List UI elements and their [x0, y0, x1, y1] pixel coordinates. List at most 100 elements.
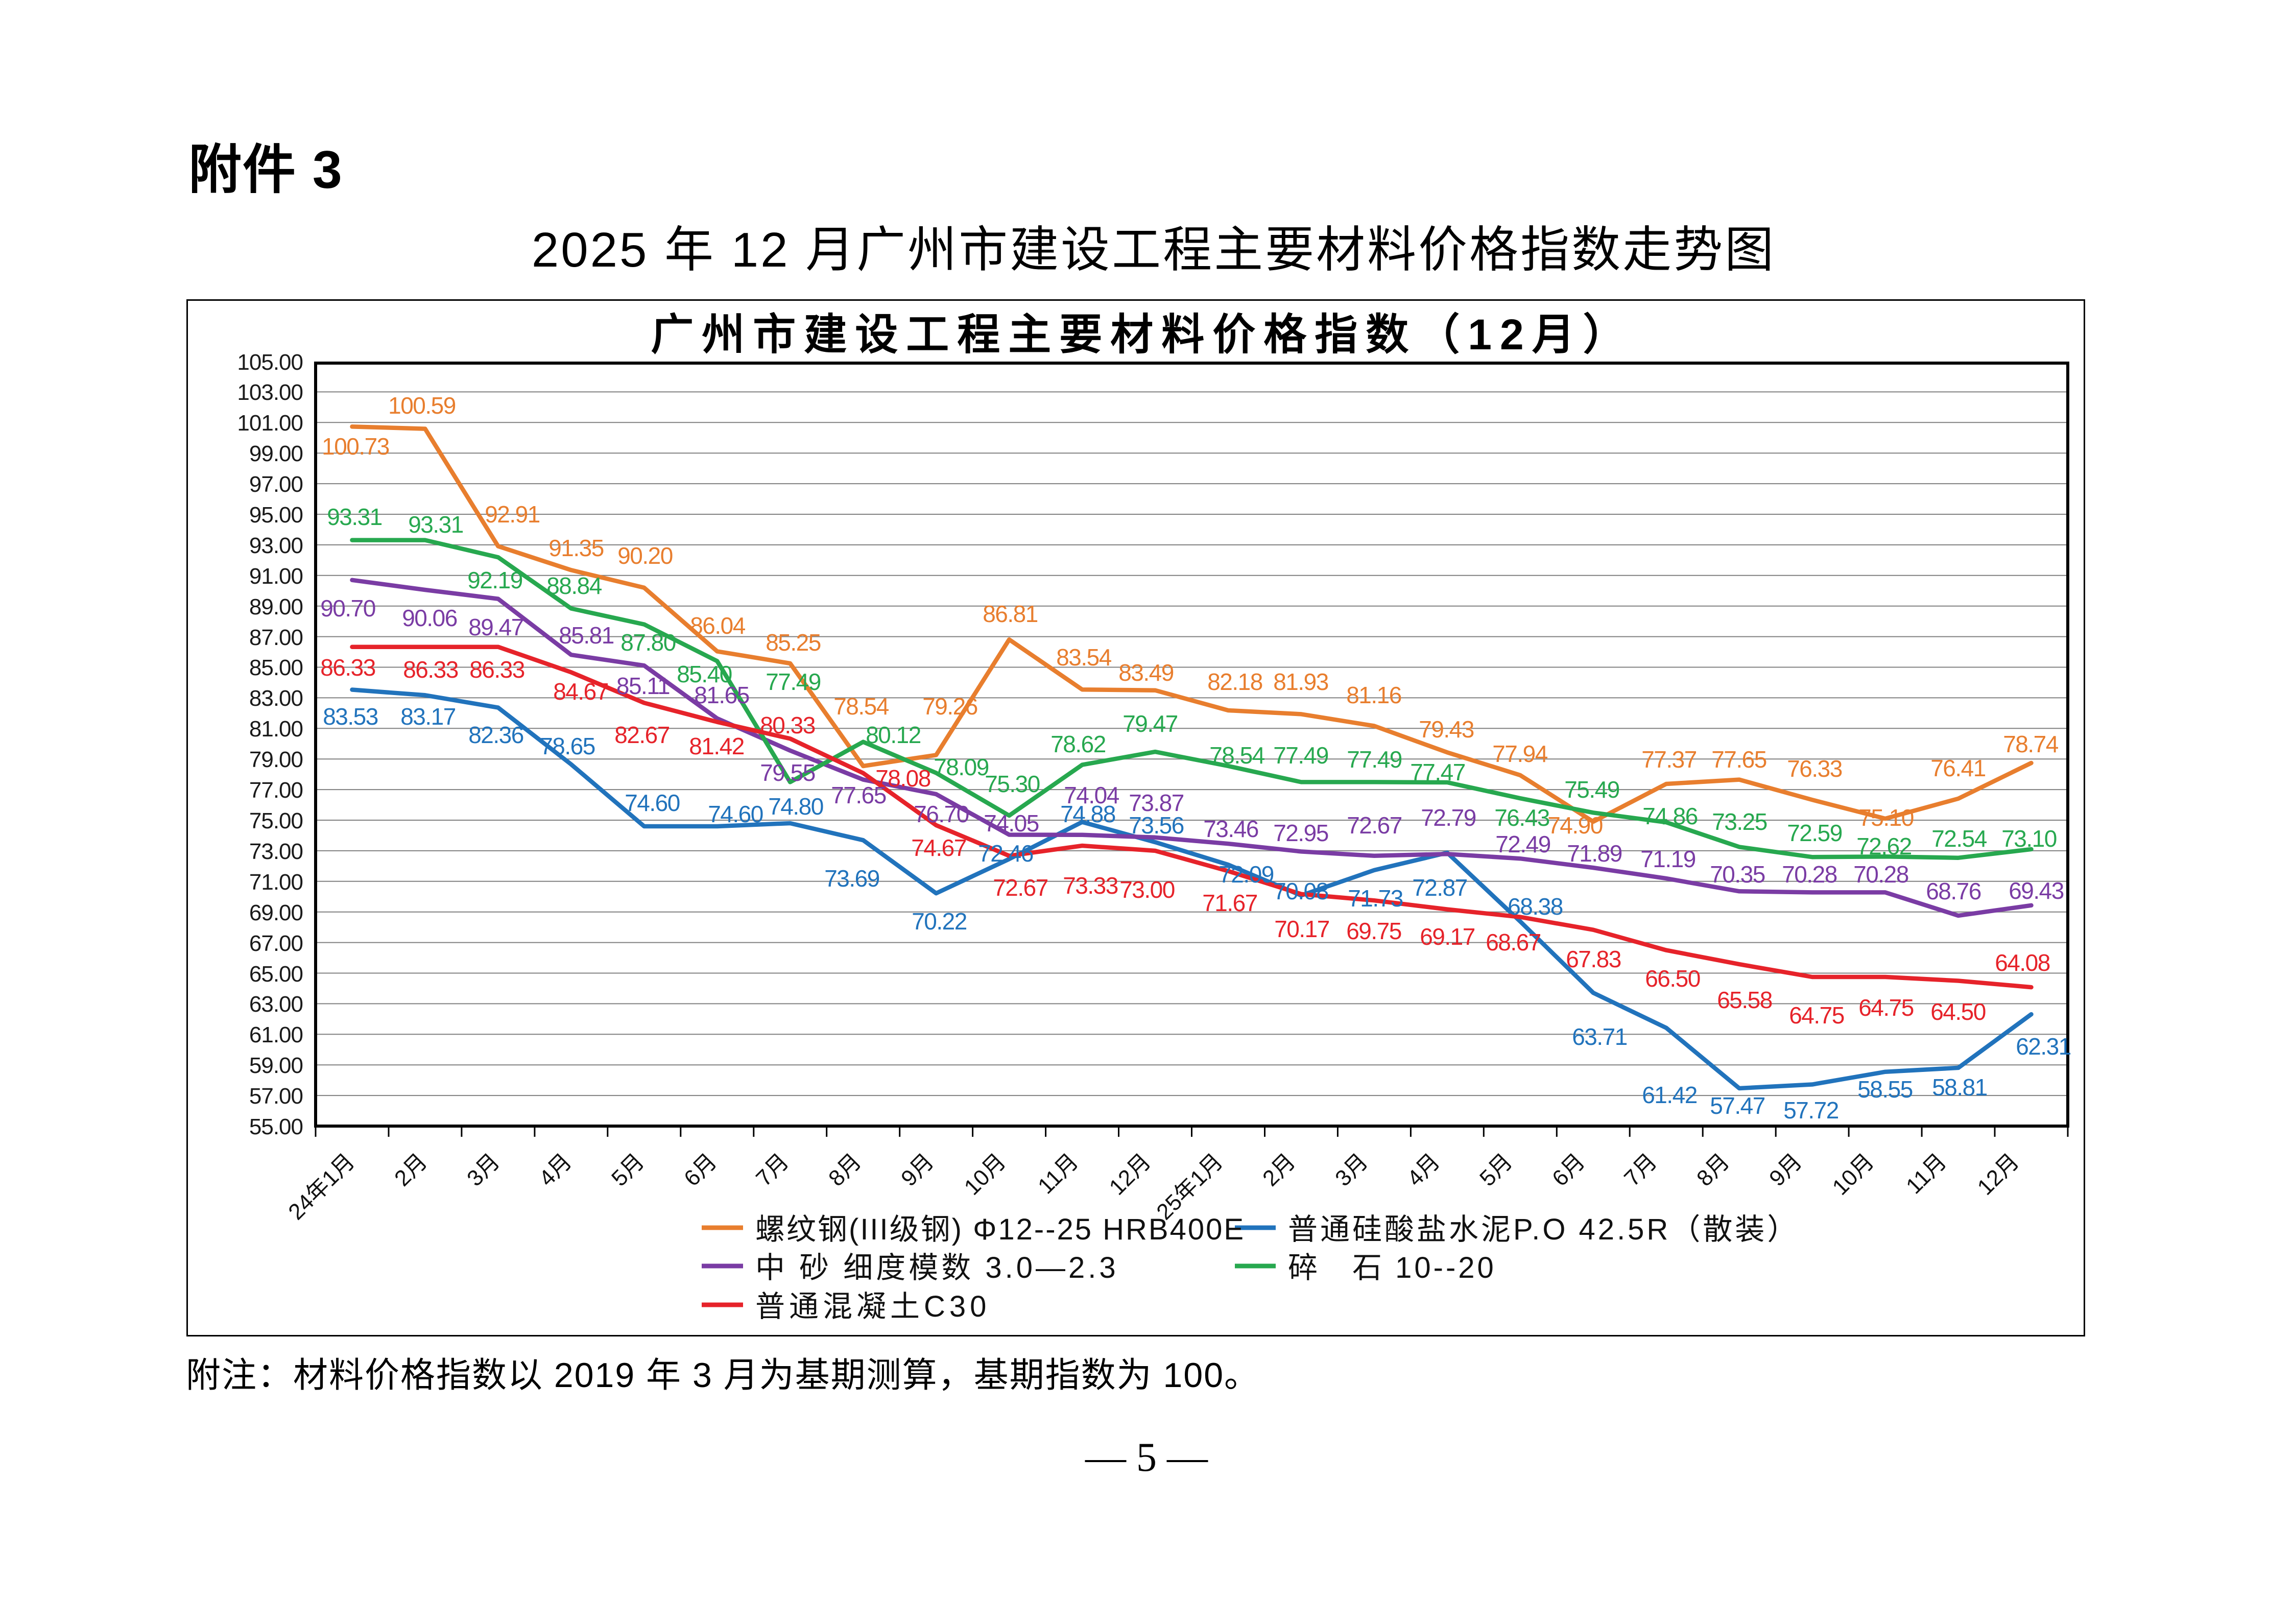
svg-text:95.00: 95.00 [249, 503, 303, 528]
svg-text:79.26: 79.26 [922, 693, 977, 720]
svg-text:74.80: 74.80 [768, 793, 823, 820]
svg-text:87.80: 87.80 [620, 629, 676, 656]
svg-text:84.67: 84.67 [553, 678, 608, 705]
svg-text:69.43: 69.43 [2009, 877, 2064, 904]
svg-text:74.05: 74.05 [984, 810, 1039, 837]
svg-text:78.65: 78.65 [540, 733, 595, 759]
svg-text:74.86: 74.86 [1642, 803, 1698, 829]
svg-text:90.06: 90.06 [402, 605, 457, 631]
svg-text:73.69: 73.69 [824, 865, 879, 892]
svg-text:73.87: 73.87 [1129, 790, 1184, 816]
svg-text:72.09: 72.09 [1219, 861, 1274, 888]
svg-text:70.28: 70.28 [1853, 861, 1908, 888]
svg-text:93.00: 93.00 [249, 533, 303, 558]
svg-text:83.53: 83.53 [323, 703, 378, 730]
svg-text:57.47: 57.47 [1710, 1092, 1765, 1119]
svg-text:64.50: 64.50 [1930, 998, 1986, 1025]
svg-text:89.00: 89.00 [249, 594, 303, 619]
svg-text:广州市建设工程主要材料价格指数（12月）: 广州市建设工程主要材料价格指数（12月） [651, 311, 1634, 359]
svg-text:73.10: 73.10 [2001, 825, 2057, 852]
svg-text:89.47: 89.47 [468, 614, 523, 640]
svg-text:103.00: 103.00 [237, 380, 303, 405]
svg-text:70.35: 70.35 [1710, 861, 1765, 888]
svg-text:83.49: 83.49 [1118, 659, 1174, 686]
svg-text:87.00: 87.00 [249, 625, 303, 650]
svg-text:75.30: 75.30 [985, 771, 1040, 797]
svg-text:74.90: 74.90 [1547, 812, 1603, 839]
svg-text:97.00: 97.00 [249, 472, 303, 497]
svg-text:82.67: 82.67 [614, 722, 670, 748]
svg-text:79.00: 79.00 [249, 747, 303, 772]
svg-text:79.55: 79.55 [760, 759, 815, 786]
svg-text:76.41: 76.41 [1930, 755, 1986, 781]
svg-text:— 5 —: — 5 — [1085, 1435, 1208, 1480]
svg-text:71.67: 71.67 [1202, 890, 1257, 916]
svg-text:76.43: 76.43 [1494, 804, 1549, 831]
svg-text:100.73: 100.73 [322, 433, 389, 460]
svg-text:73.46: 73.46 [1203, 816, 1258, 842]
svg-text:普通混凝土C30: 普通混凝土C30 [755, 1290, 990, 1323]
svg-text:78.08: 78.08 [875, 765, 930, 792]
svg-text:71.19: 71.19 [1640, 846, 1695, 872]
svg-text:78.74: 78.74 [2003, 731, 2059, 757]
svg-text:77.49: 77.49 [1273, 742, 1328, 769]
svg-text:86.81: 86.81 [983, 601, 1038, 627]
svg-text:100.59: 100.59 [388, 392, 456, 419]
svg-text:中 砂 细度模数 3.0—2.3: 中 砂 细度模数 3.0—2.3 [755, 1251, 1119, 1284]
svg-text:2025 年 12 月广州市建设工程主要材料价格指数走势图: 2025 年 12 月广州市建设工程主要材料价格指数走势图 [532, 223, 1776, 277]
svg-text:77.49: 77.49 [766, 668, 821, 695]
svg-text:99.00: 99.00 [249, 441, 303, 466]
svg-text:91.00: 91.00 [249, 564, 303, 589]
svg-text:72.62: 72.62 [1856, 833, 1912, 859]
svg-text:69.00: 69.00 [249, 900, 303, 925]
svg-text:69.75: 69.75 [1346, 918, 1401, 944]
svg-text:74.04: 74.04 [1064, 782, 1119, 808]
svg-text:72.59: 72.59 [1787, 820, 1842, 846]
svg-text:90.20: 90.20 [617, 542, 673, 569]
svg-text:74.88: 74.88 [1060, 801, 1115, 827]
svg-text:69.17: 69.17 [1420, 923, 1475, 950]
svg-text:67.83: 67.83 [1566, 946, 1621, 972]
svg-text:80.33: 80.33 [760, 712, 815, 738]
svg-text:92.19: 92.19 [467, 567, 522, 593]
svg-text:73.33: 73.33 [1063, 872, 1118, 899]
svg-text:77.47: 77.47 [1410, 759, 1465, 785]
svg-text:73.25: 73.25 [1712, 808, 1767, 835]
svg-text:70.22: 70.22 [912, 908, 967, 935]
svg-text:71.00: 71.00 [249, 870, 303, 895]
svg-text:80.12: 80.12 [866, 722, 921, 748]
svg-text:58.55: 58.55 [1857, 1076, 1913, 1103]
svg-text:86.33: 86.33 [320, 654, 375, 681]
svg-text:58.81: 58.81 [1932, 1074, 1987, 1101]
svg-text:86.33: 86.33 [469, 656, 524, 683]
svg-text:65.58: 65.58 [1717, 987, 1772, 1013]
svg-text:73.00: 73.00 [1119, 876, 1175, 903]
svg-text:59.00: 59.00 [249, 1053, 303, 1078]
svg-text:72.67: 72.67 [993, 874, 1048, 901]
svg-text:86.04: 86.04 [690, 612, 746, 639]
svg-text:67.00: 67.00 [249, 931, 303, 956]
svg-text:70.08: 70.08 [1273, 878, 1328, 904]
svg-text:78.54: 78.54 [1209, 742, 1265, 769]
svg-text:57.00: 57.00 [249, 1084, 303, 1109]
svg-text:61.42: 61.42 [1642, 1082, 1697, 1108]
svg-text:74.60: 74.60 [625, 790, 680, 816]
svg-text:74.60: 74.60 [708, 801, 763, 827]
svg-text:79.43: 79.43 [1419, 716, 1474, 743]
svg-text:68.67: 68.67 [1486, 929, 1541, 956]
svg-text:63.71: 63.71 [1572, 1023, 1627, 1050]
svg-text:81.16: 81.16 [1346, 682, 1401, 708]
svg-text:76.70: 76.70 [914, 801, 969, 827]
svg-text:61.00: 61.00 [249, 1022, 303, 1047]
svg-text:81.00: 81.00 [249, 717, 303, 742]
svg-text:64.75: 64.75 [1789, 1002, 1844, 1029]
svg-text:73.56: 73.56 [1129, 812, 1184, 839]
svg-text:85.81: 85.81 [559, 622, 614, 649]
svg-text:66.50: 66.50 [1645, 965, 1700, 992]
svg-text:普通硅酸盐水泥P.O 42.5R（散装）: 普通硅酸盐水泥P.O 42.5R（散装） [1288, 1213, 1799, 1246]
svg-text:64.08: 64.08 [1995, 949, 2050, 976]
svg-text:62.31: 62.31 [2016, 1033, 2071, 1060]
svg-text:70.17: 70.17 [1274, 916, 1329, 942]
svg-text:85.40: 85.40 [677, 661, 732, 687]
svg-text:72.95: 72.95 [1273, 820, 1328, 846]
